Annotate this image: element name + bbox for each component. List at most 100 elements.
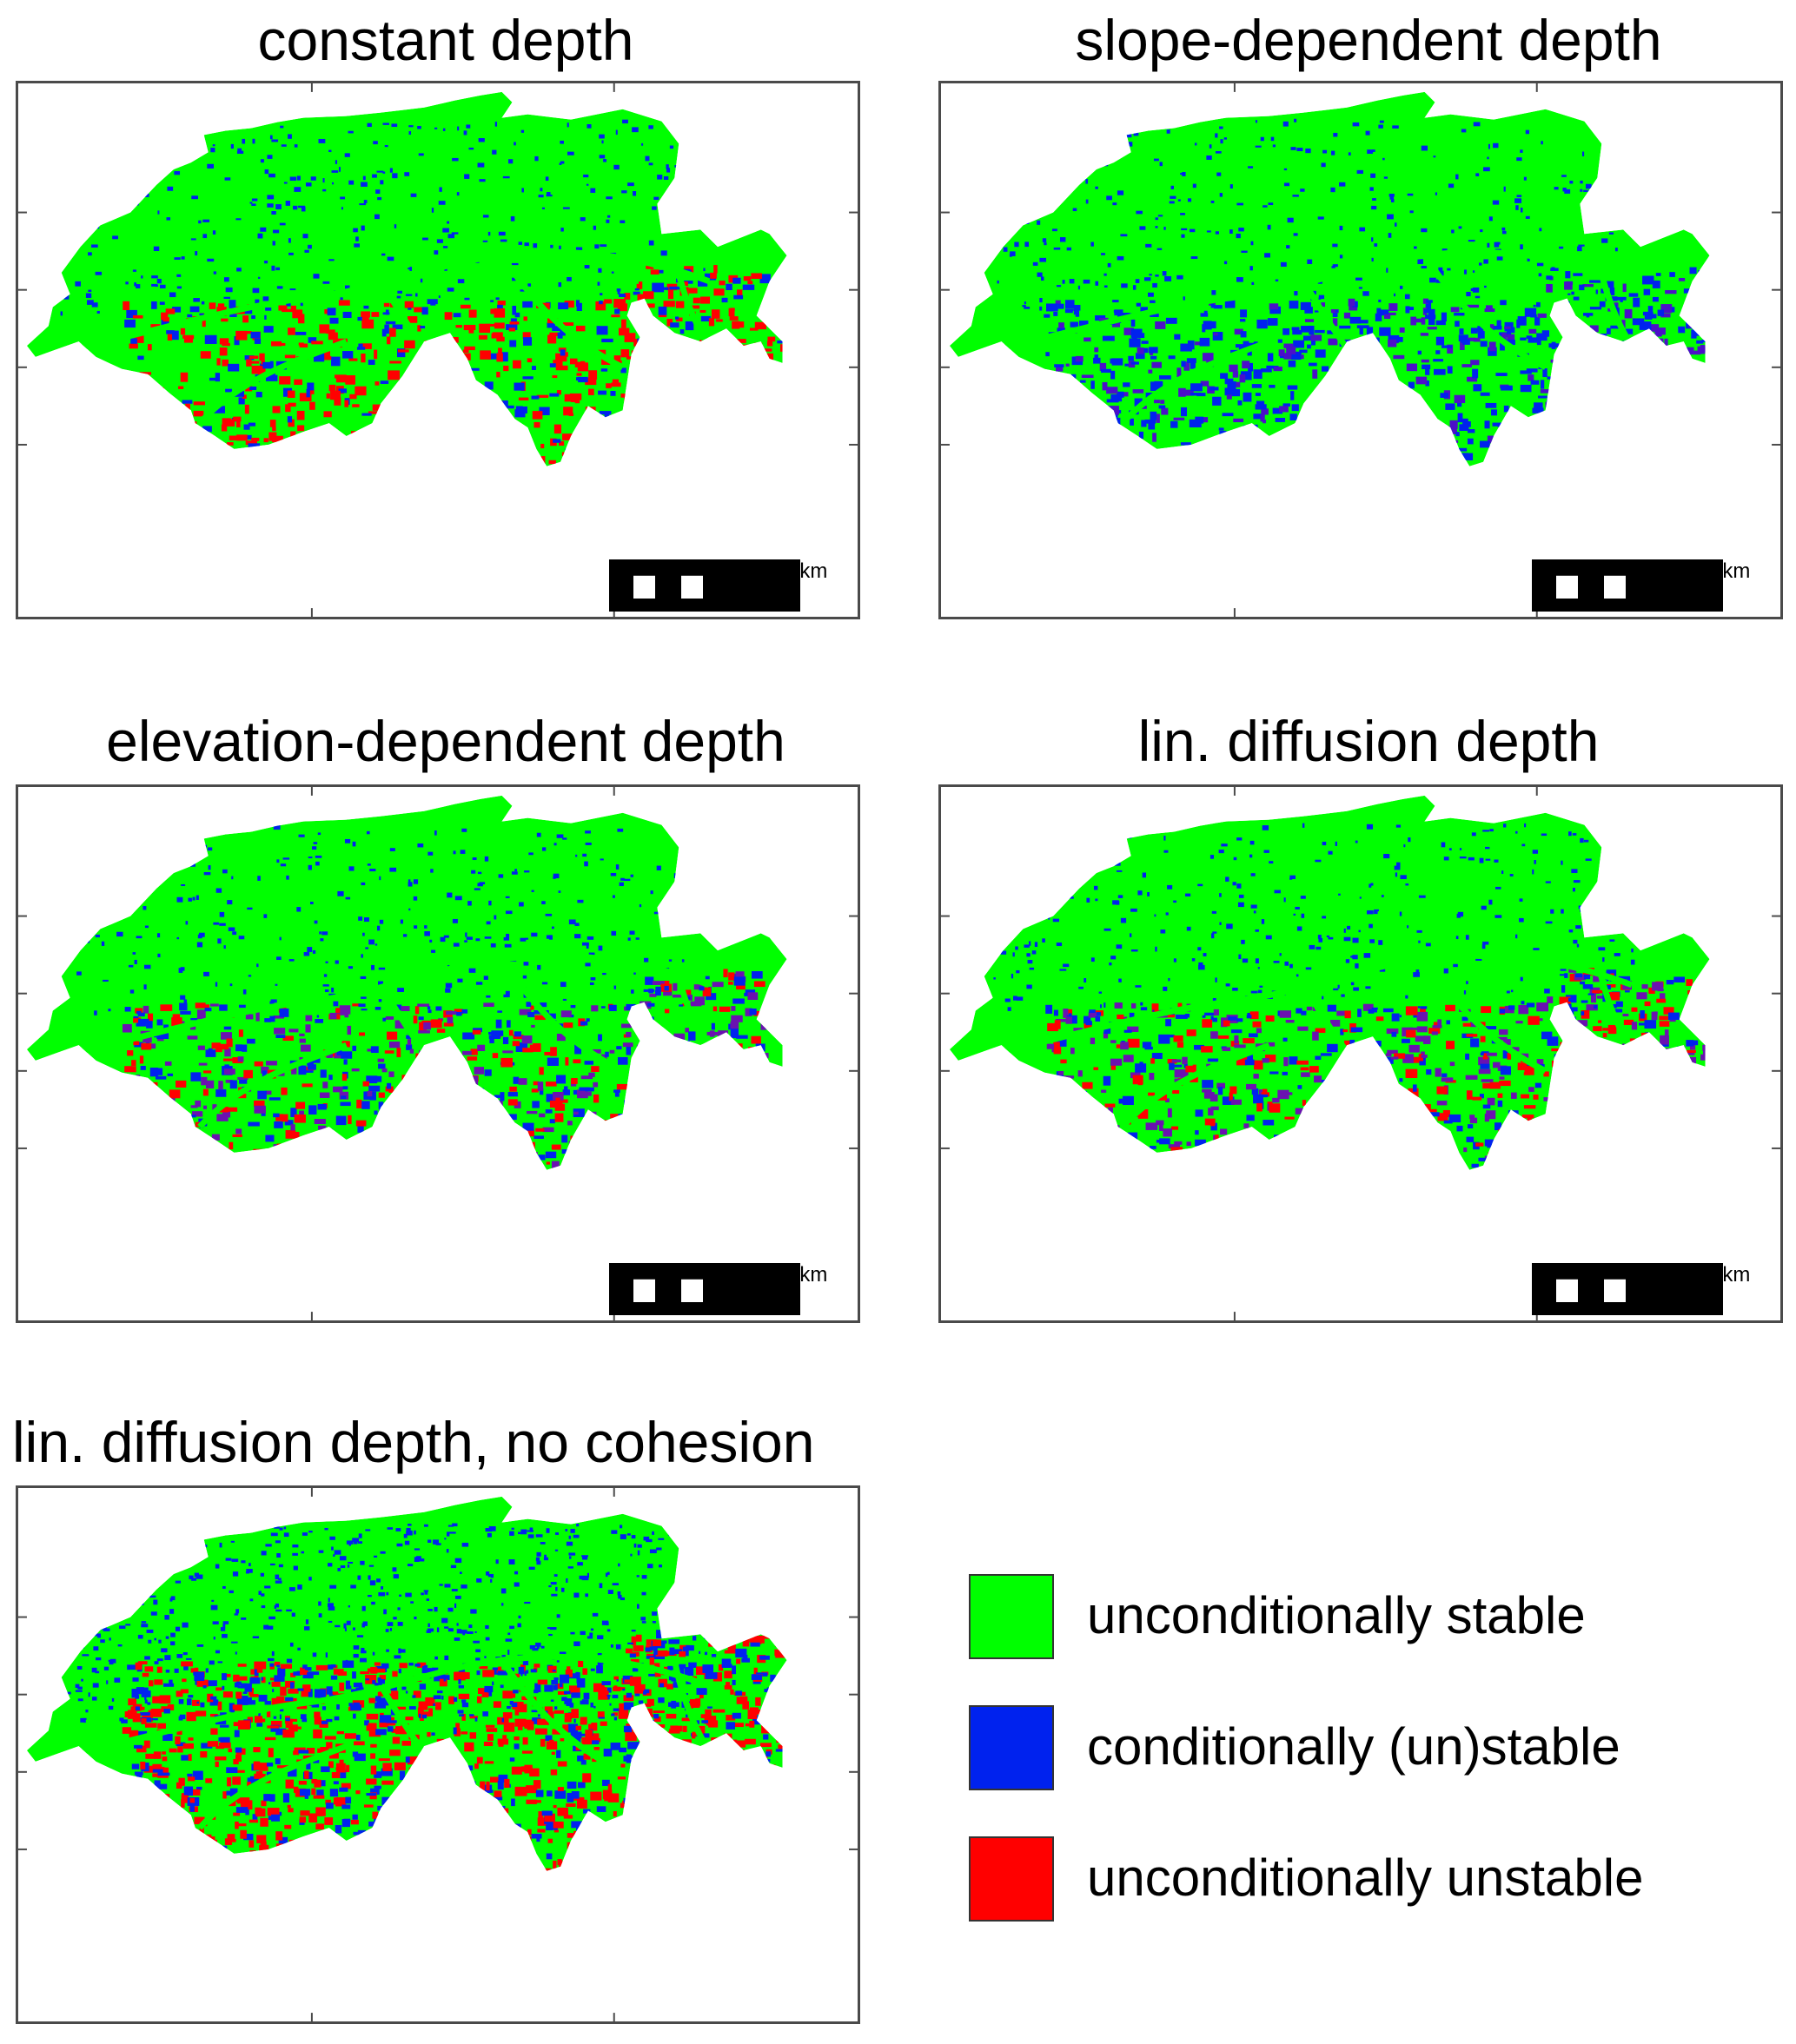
texture-cell [443,460,455,466]
texture-cell [585,962,591,967]
texture-cell [251,1161,257,1166]
texture-cell [328,384,336,392]
texture-cell [1659,407,1668,417]
texture-cell [1221,510,1224,513]
texture-cell [1338,1183,1342,1187]
texture-cell [583,174,589,178]
texture-cell [1166,1214,1176,1216]
texture-cell [378,999,382,1002]
texture-cell [191,195,198,200]
texture-cell [1229,184,1233,189]
texture-cell [431,208,434,213]
texture-cell [470,1048,478,1055]
texture-cell [242,506,247,513]
texture-cell [1170,185,1174,189]
texture-cell [514,409,526,418]
texture-cell [177,476,184,484]
texture-cell [1501,227,1506,231]
texture-cell [1401,488,1408,496]
texture-cell [365,947,369,949]
texture-cell [1548,343,1560,348]
texture-cell [1625,427,1633,437]
texture-cell [223,277,229,282]
texture-cell [1318,294,1325,300]
texture-cell [1367,491,1370,494]
texture-cell [385,309,389,315]
texture-cell [1415,376,1428,385]
texture-cell [1581,1009,1590,1019]
texture-cell [675,317,683,322]
texture-cell [1213,305,1223,309]
texture-cell [1564,1016,1576,1022]
texture-cell [286,875,289,880]
texture-cell [222,342,230,347]
texture-cell [355,386,367,396]
texture-cell [1683,288,1692,294]
texture-cell [424,341,429,346]
texture-cell [1346,341,1350,350]
texture-cell [735,1083,739,1091]
texture-cell [1082,1082,1093,1089]
texture-cell [649,993,657,997]
texture-cell [1352,122,1360,127]
texture-cell [352,841,356,847]
texture-cell [518,241,523,245]
texture-cell [567,151,574,155]
texture-cell [197,1045,205,1050]
texture-cell [1252,1021,1262,1028]
texture-cell [562,207,570,209]
texture-cell [1499,1076,1505,1080]
texture-cell [1275,418,1286,422]
texture-cell [358,916,363,921]
texture-cell [1157,467,1161,477]
texture-cell [242,1172,254,1174]
texture-cell [715,1172,722,1181]
texture-cell [728,972,735,981]
texture-cell [416,1103,424,1108]
texture-cell [1585,183,1592,189]
texture-cell [406,1044,413,1050]
texture-cell [309,401,315,410]
texture-cell [305,493,309,496]
texture-cell [148,344,152,351]
texture-cell [96,224,100,229]
texture-cell [1547,417,1556,425]
texture-cell [1296,1008,1302,1014]
texture-cell [156,1030,169,1039]
texture-cell [597,281,600,286]
texture-cell [1055,1018,1066,1022]
texture-cell [257,876,261,881]
texture-cell [247,470,251,476]
texture-cell [181,1175,192,1182]
texture-cell [688,372,697,377]
texture-cell [1048,307,1050,309]
texture-cell [523,316,527,321]
texture-cell [1064,308,1071,314]
texture-cell [1421,266,1427,268]
texture-cell [514,312,520,318]
texture-cell [308,389,315,394]
texture-cell [1045,303,1058,312]
texture-cell [574,432,584,440]
texture-cell [1703,1181,1710,1185]
texture-cell [1315,349,1326,358]
texture-cell [1418,1054,1424,1062]
texture-cell [434,250,439,255]
texture-cell [1561,175,1567,177]
texture-cell [732,277,741,284]
texture-cell [1386,1028,1399,1035]
texture-cell [235,1128,242,1134]
texture-cell [249,386,257,391]
texture-cell [1400,1212,1406,1219]
texture-cell [377,1058,385,1062]
texture-cell [1663,1133,1669,1142]
texture-cell [128,1116,140,1126]
texture-cell [1282,1174,1293,1181]
texture-cell [1416,1011,1428,1022]
texture-cell [384,145,388,148]
texture-cell [1365,130,1370,136]
texture-cell [1503,186,1506,192]
texture-cell [185,1134,193,1137]
texture-cell [176,936,180,940]
texture-cell [1182,171,1186,176]
